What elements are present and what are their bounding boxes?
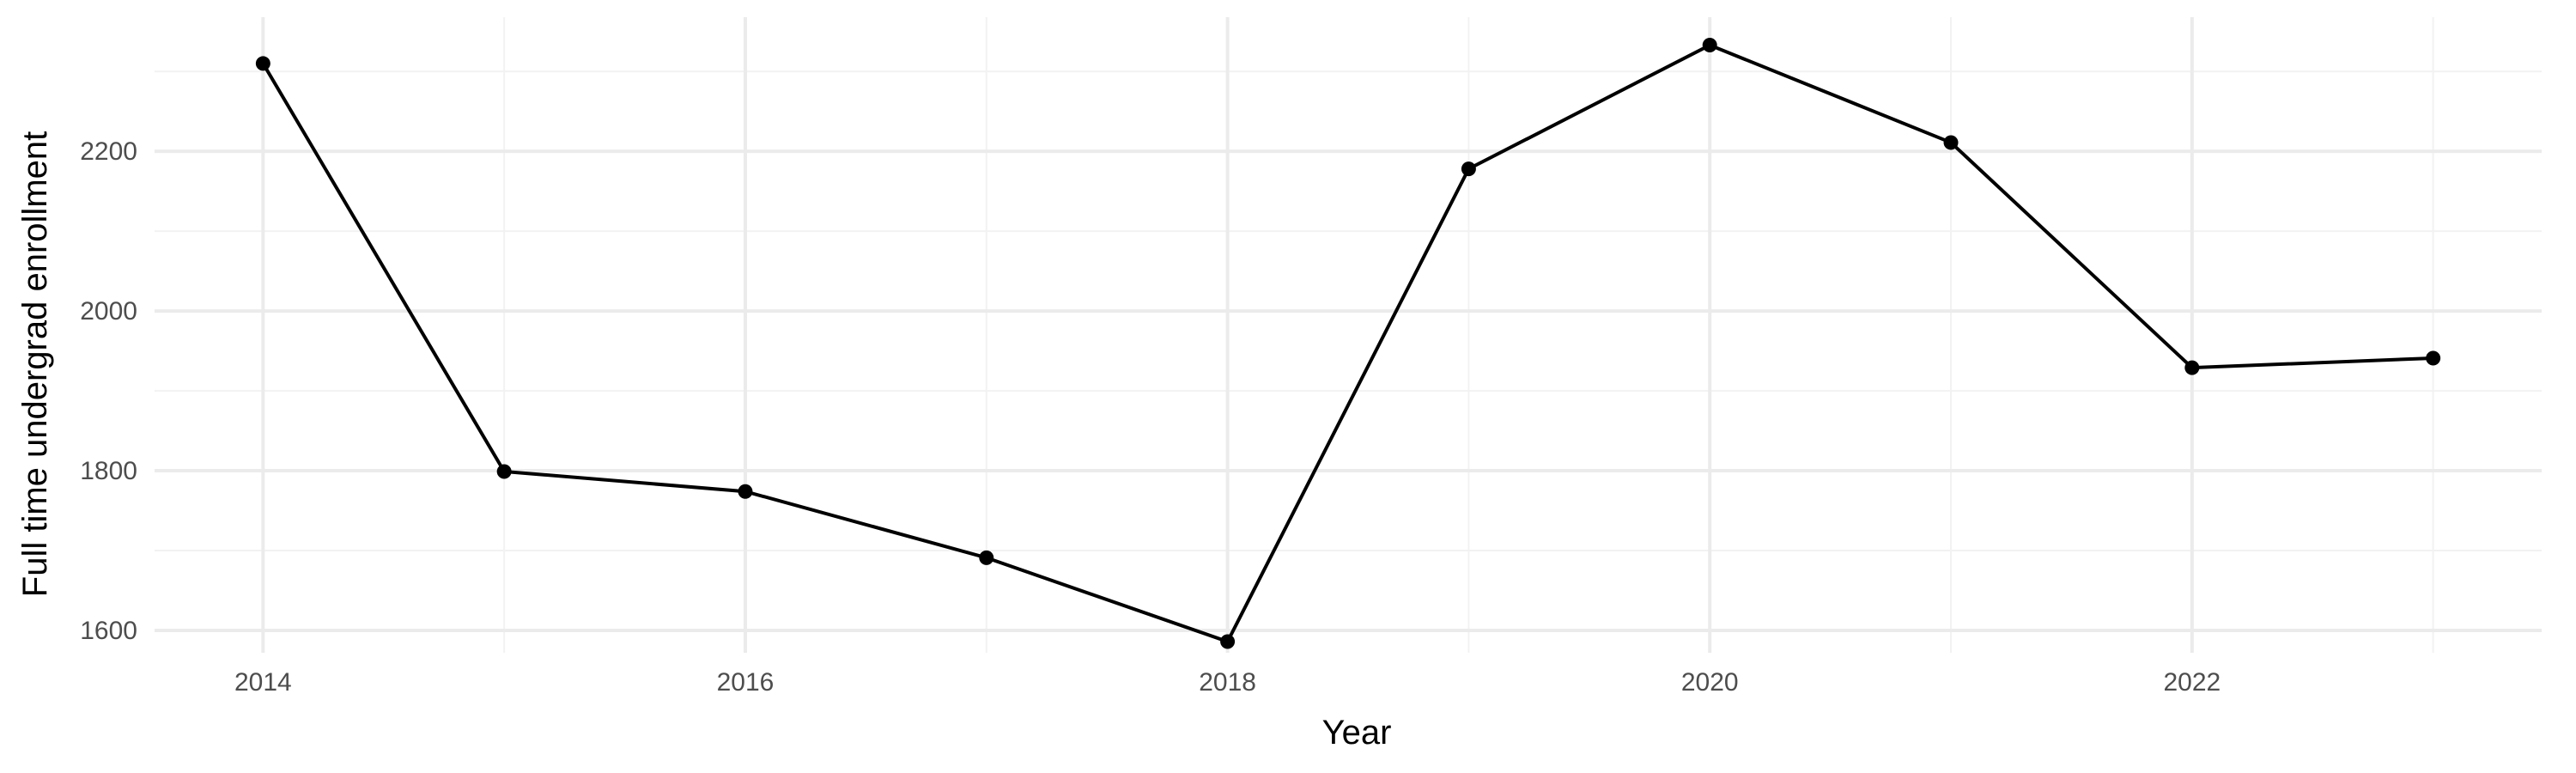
series-line bbox=[261, 43, 2433, 644]
major-gridlines bbox=[155, 17, 2542, 653]
y-tick-label: 1600 bbox=[80, 617, 137, 645]
y-tick-label: 1800 bbox=[80, 457, 137, 485]
data-point bbox=[255, 56, 270, 71]
data-point bbox=[1702, 38, 1717, 53]
x-tick-label: 2014 bbox=[234, 668, 292, 697]
y-tick-label: 2000 bbox=[80, 297, 137, 326]
y-axis-tick-labels: 1600 1800 2000 2200 bbox=[80, 137, 137, 645]
minor-gridlines bbox=[155, 17, 2542, 653]
x-tick-label: 2016 bbox=[717, 668, 775, 697]
data-point bbox=[738, 484, 753, 499]
y-tick-label: 2200 bbox=[80, 137, 137, 166]
x-tick-label: 2020 bbox=[1681, 668, 1739, 697]
x-tick-label: 2018 bbox=[1199, 668, 1256, 697]
x-axis-title: Year bbox=[1322, 714, 1392, 752]
series-layer bbox=[255, 38, 2441, 649]
data-point bbox=[2184, 360, 2200, 375]
data-point bbox=[1461, 161, 1476, 177]
y-axis-title: Full time undergrad enrollment bbox=[16, 131, 54, 597]
x-axis-tick-labels: 2014 2016 2018 2020 2022 bbox=[234, 668, 2221, 697]
data-point bbox=[2426, 350, 2441, 366]
x-tick-label: 2022 bbox=[2163, 668, 2221, 697]
data-point bbox=[1220, 634, 1236, 649]
data-point bbox=[1943, 135, 1959, 150]
data-point bbox=[979, 550, 994, 565]
data-point bbox=[496, 464, 512, 479]
